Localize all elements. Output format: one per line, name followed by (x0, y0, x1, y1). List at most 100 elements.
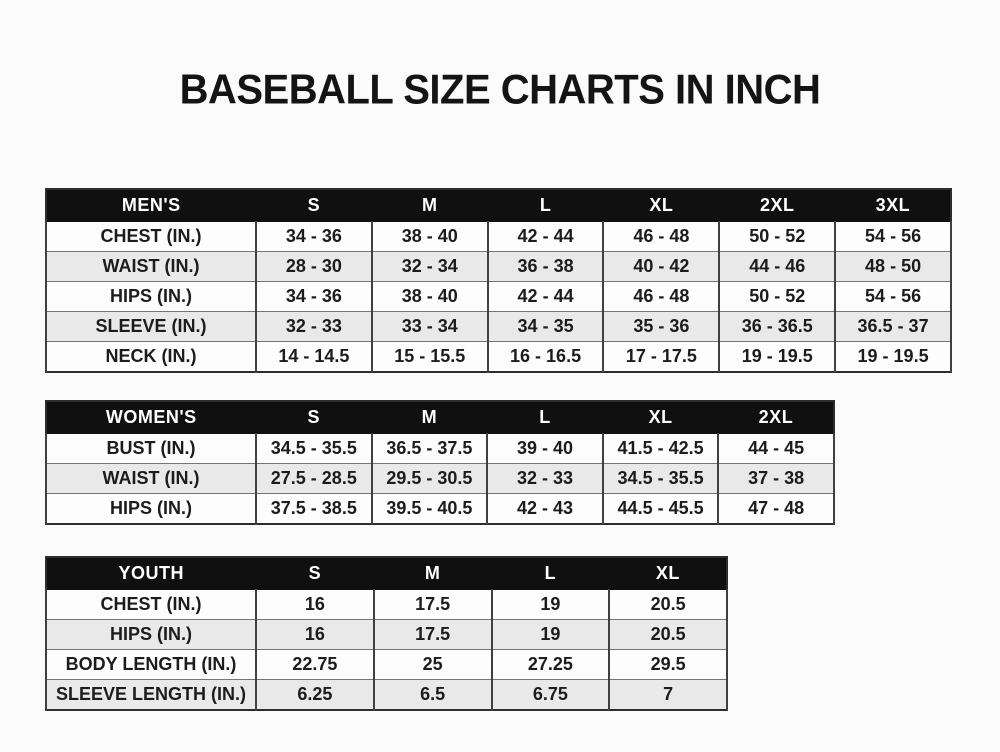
size-cell: 29.5 (608, 649, 728, 680)
size-cell: 15 - 15.5 (370, 341, 489, 373)
size-cell: 50 - 52 (718, 281, 837, 312)
row-label: WAIST (IN.) (45, 463, 257, 494)
size-cell: 7 (608, 679, 728, 711)
size-cell: 16 - 16.5 (486, 341, 605, 373)
size-cell: 48 - 50 (834, 251, 952, 282)
table-row-sleeve-length: SLEEVE LENGTH (IN.) 6.25 6.5 6.75 7 (45, 679, 728, 711)
table-row-neck: NECK (IN.) 14 - 14.5 15 - 15.5 16 - 16.5… (45, 341, 952, 373)
size-cell: 33 - 34 (370, 311, 489, 342)
table-row-chest: CHEST (IN.) 16 17.5 19 20.5 (45, 589, 728, 620)
size-cell: 20.5 (608, 589, 728, 620)
womens-size-table: WOMEN'S S M L XL 2XL BUST (IN.) 34.5 - 3… (45, 400, 835, 525)
size-cell: 41.5 - 42.5 (601, 433, 720, 464)
youth-table-title: YOUTH (45, 556, 257, 590)
size-cell: 34 - 36 (255, 281, 373, 312)
column-header-2xl: 2XL (717, 400, 835, 434)
size-cell: 29.5 - 30.5 (370, 463, 489, 494)
row-label: NECK (IN.) (45, 341, 257, 373)
size-cell: 28 - 30 (255, 251, 373, 282)
size-cell: 39.5 - 40.5 (370, 493, 489, 525)
size-cell: 20.5 (608, 619, 728, 650)
size-cell: 36 - 38 (486, 251, 605, 282)
size-cell: 19 - 19.5 (718, 341, 837, 373)
column-header-xl: XL (608, 556, 728, 590)
table-row-waist: WAIST (IN.) 27.5 - 28.5 29.5 - 30.5 32 -… (45, 463, 835, 494)
column-header-m: M (371, 400, 488, 434)
row-label: BUST (IN.) (45, 433, 257, 464)
row-label: WAIST (IN.) (45, 251, 257, 282)
column-header-3xl: 3XL (834, 188, 952, 222)
size-cell: 34 - 36 (255, 221, 373, 252)
size-cell: 39 - 40 (486, 433, 604, 464)
table-row-hips: HIPS (IN.) 37.5 - 38.5 39.5 - 40.5 42 - … (45, 493, 835, 525)
womens-header-row: WOMEN'S S M L XL 2XL (45, 400, 835, 434)
column-header-l: L (486, 400, 604, 434)
table-row-bust: BUST (IN.) 34.5 - 35.5 36.5 - 37.5 39 - … (45, 433, 835, 464)
womens-table-title: WOMEN'S (45, 400, 257, 434)
size-cell: 16 (255, 619, 375, 650)
size-cell: 17 - 17.5 (602, 341, 721, 373)
table-row-sleeve: SLEEVE (IN.) 32 - 33 33 - 34 34 - 35 35 … (45, 311, 952, 342)
table-row-hips: HIPS (IN.) 16 17.5 19 20.5 (45, 619, 728, 650)
size-cell: 34 - 35 (486, 311, 605, 342)
size-cell: 37 - 38 (717, 463, 835, 494)
size-cell: 37.5 - 38.5 (255, 493, 373, 525)
column-header-xl: XL (602, 188, 720, 222)
row-label: BODY LENGTH (IN.) (45, 649, 257, 680)
row-label: CHEST (IN.) (45, 221, 257, 252)
mens-size-table: MEN'S S M L XL 2XL 3XL CHEST (IN.) 34 - … (45, 188, 952, 373)
column-header-m: M (373, 556, 492, 590)
size-cell: 19 (490, 589, 611, 620)
size-cell: 27.5 - 28.5 (255, 463, 373, 494)
column-header-s: S (255, 400, 373, 434)
mens-table-title: MEN'S (45, 188, 257, 222)
size-cell: 32 - 33 (255, 311, 373, 342)
column-header-l: L (487, 188, 604, 222)
size-cell: 32 - 34 (370, 251, 489, 282)
size-cell: 44 - 45 (717, 433, 835, 464)
size-cell: 17.5 (372, 589, 493, 620)
size-cell: 19 (490, 619, 611, 650)
column-header-s: S (255, 556, 375, 590)
table-row-chest: CHEST (IN.) 34 - 36 38 - 40 42 - 44 46 -… (45, 221, 952, 252)
size-cell: 42 - 44 (486, 281, 605, 312)
table-row-hips: HIPS (IN.) 34 - 36 38 - 40 42 - 44 46 - … (45, 281, 952, 312)
size-cell: 6.5 (372, 679, 493, 711)
size-cell: 42 - 43 (486, 493, 604, 525)
size-cell: 38 - 40 (370, 281, 489, 312)
size-cell: 25 (372, 649, 493, 680)
size-cell: 36 - 36.5 (718, 311, 837, 342)
row-label: HIPS (IN.) (45, 619, 257, 650)
size-cell: 34.5 - 35.5 (601, 463, 720, 494)
size-cell: 50 - 52 (718, 221, 837, 252)
size-cell: 36.5 - 37.5 (370, 433, 489, 464)
size-cell: 54 - 56 (834, 221, 952, 252)
column-header-s: S (255, 188, 373, 222)
size-cell: 46 - 48 (602, 221, 721, 252)
column-header-l: L (491, 556, 610, 590)
size-cell: 17.5 (372, 619, 493, 650)
size-cell: 54 - 56 (834, 281, 952, 312)
size-cell: 46 - 48 (602, 281, 721, 312)
size-cell: 47 - 48 (717, 493, 835, 525)
size-cell: 38 - 40 (370, 221, 489, 252)
size-cell: 27.25 (490, 649, 611, 680)
size-cell: 44.5 - 45.5 (601, 493, 720, 525)
column-header-m: M (371, 188, 489, 222)
size-cell: 34.5 - 35.5 (255, 433, 373, 464)
row-label: HIPS (IN.) (45, 493, 257, 525)
table-row-waist: WAIST (IN.) 28 - 30 32 - 34 36 - 38 40 -… (45, 251, 952, 282)
row-label: HIPS (IN.) (45, 281, 257, 312)
youth-size-table: YOUTH S M L XL CHEST (IN.) 16 17.5 19 20… (45, 556, 728, 711)
size-cell: 32 - 33 (486, 463, 604, 494)
youth-header-row: YOUTH S M L XL (45, 556, 728, 590)
size-cell: 35 - 36 (602, 311, 721, 342)
size-cell: 16 (255, 589, 375, 620)
size-cell: 14 - 14.5 (255, 341, 373, 373)
page-title: BASEBALL SIZE CHARTS IN INCH (179, 66, 821, 114)
size-cell: 19 - 19.5 (834, 341, 952, 373)
size-cell: 42 - 44 (486, 221, 605, 252)
size-cell: 36.5 - 37 (834, 311, 952, 342)
size-cell: 6.25 (255, 679, 375, 711)
column-header-xl: XL (602, 400, 719, 434)
